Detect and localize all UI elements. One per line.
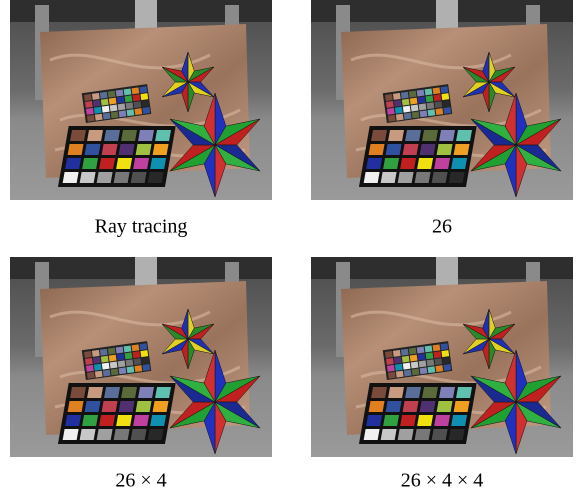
image-panel bbox=[311, 0, 573, 200]
caption: Ray tracing bbox=[95, 216, 188, 238]
caption: 26 × 4 × 4 bbox=[401, 470, 484, 492]
caption: 26 × 4 bbox=[115, 470, 166, 492]
figure: Ray tracing 26 26 × 4 26 × 4 × 4 bbox=[0, 0, 583, 495]
page: Ray tracing 26 26 × 4 26 × 4 × 4 (() => … bbox=[0, 0, 583, 495]
caption: 26 bbox=[432, 216, 452, 238]
image-panel bbox=[10, 0, 272, 200]
image-panel bbox=[311, 257, 573, 457]
image-panel bbox=[10, 257, 272, 457]
